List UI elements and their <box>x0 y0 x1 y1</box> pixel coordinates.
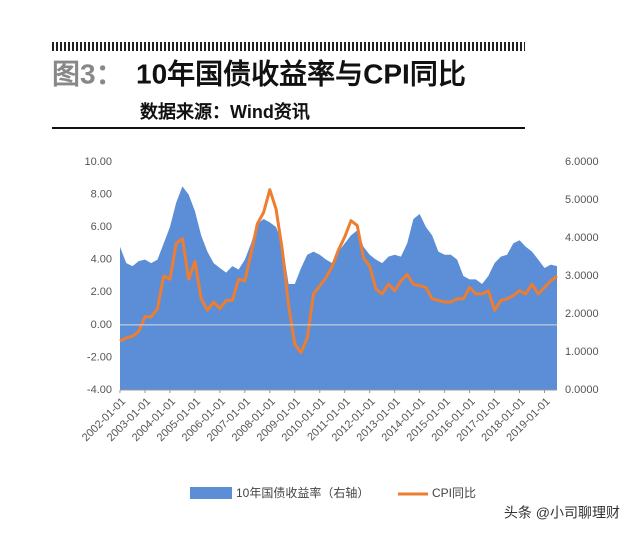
watermark: 头条 @小司聊理财 <box>504 505 620 521</box>
y-tick-label: 8.00 <box>91 188 112 200</box>
y-tick-label: 6.00 <box>91 221 112 233</box>
y2-tick-label: 6.0000 <box>565 156 599 168</box>
y2-tick-label: 0.0000 <box>565 384 599 396</box>
legend-label: CPI同比 <box>432 486 476 500</box>
y2-tick-label: 1.0000 <box>565 346 599 358</box>
y-tick-label: -4.00 <box>87 384 112 396</box>
legend-swatch <box>190 487 232 499</box>
y-tick-label: -2.00 <box>87 351 112 363</box>
y-tick-label: 0.00 <box>91 319 112 331</box>
figure-label: 图3： <box>52 58 124 89</box>
line <box>119 188 558 355</box>
y2-tick-label: 3.0000 <box>565 270 599 282</box>
y2-tick-label: 4.0000 <box>565 232 599 244</box>
header-rule <box>52 127 525 129</box>
legend-label: 10年国债收益率（右轴） <box>236 485 369 500</box>
y2-tick-label: 2.0000 <box>565 308 599 320</box>
header-stripes <box>52 42 525 51</box>
chart-subtitle: 数据来源：Wind资讯 <box>140 101 310 122</box>
y-tick-label: 2.00 <box>91 286 112 298</box>
chart-title: 10年国债收益率与CPI同比 <box>136 57 466 89</box>
area <box>120 186 557 390</box>
y2-tick-label: 5.0000 <box>565 194 599 206</box>
y-tick-label: 4.00 <box>91 254 112 266</box>
y-tick-label: 10.00 <box>84 156 112 168</box>
